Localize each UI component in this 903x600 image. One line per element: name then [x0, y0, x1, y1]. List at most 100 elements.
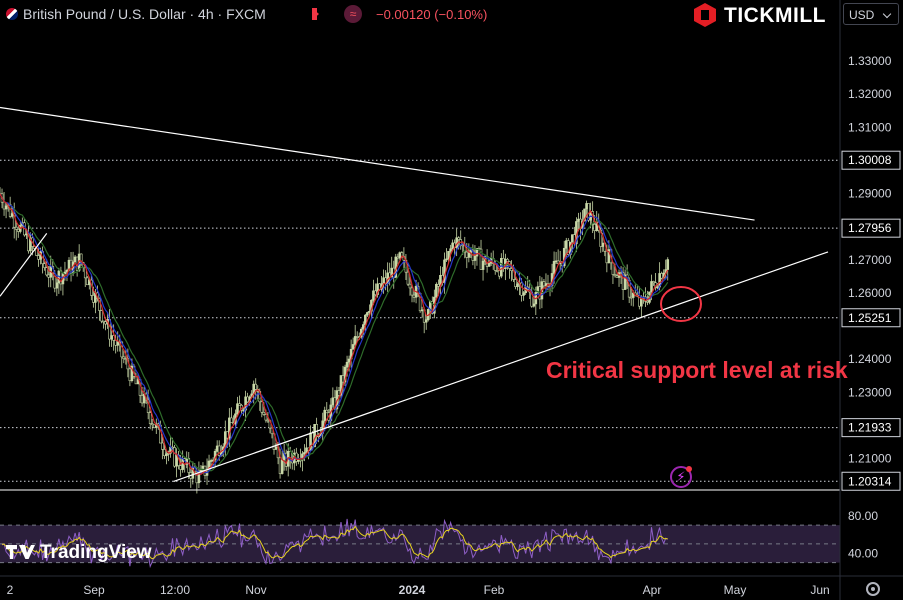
- candle-body: [274, 446, 278, 450]
- candle-body: [481, 260, 485, 270]
- candle-body: [351, 344, 355, 350]
- candle-body: [100, 310, 103, 322]
- candle-body: [656, 286, 659, 289]
- price-level-label: 1.27956: [848, 221, 892, 235]
- candle-body: [47, 274, 51, 278]
- rsi-tick-label: 40.00: [848, 546, 878, 560]
- candle-body: [510, 268, 513, 271]
- price-change: −0.00120 (−0.10%): [376, 7, 488, 22]
- change-indicator-icon: ≈: [344, 5, 362, 23]
- candle-body: [228, 417, 231, 439]
- rsi-line: [1, 518, 668, 569]
- candle-body: [246, 396, 249, 403]
- candle-body: [140, 395, 144, 404]
- candle-body: [382, 277, 385, 284]
- currency-select[interactable]: USD: [843, 3, 899, 25]
- candle-body: [305, 447, 308, 453]
- candle-body: [230, 417, 233, 423]
- price-level-label: 1.25251: [848, 311, 892, 325]
- candle-body: [323, 409, 327, 422]
- price-level-box: [841, 308, 901, 328]
- candle-body: [629, 296, 633, 299]
- candle-body: [396, 256, 400, 259]
- broker-logo-text: TICKMILL: [724, 4, 826, 27]
- trendline-resistance: [0, 106, 755, 221]
- candle-body: [148, 412, 152, 424]
- rsi-tick-label: 80.00: [848, 509, 878, 523]
- candle-body: [542, 281, 546, 287]
- price-level-box: [841, 418, 901, 438]
- tradingview-logo-text: TradingView: [40, 542, 152, 563]
- candle-body: [165, 453, 168, 457]
- price-level-box: [841, 471, 901, 491]
- candle-body: [660, 273, 663, 279]
- candle-body: [254, 383, 258, 390]
- settings-gear-icon[interactable]: [866, 582, 880, 596]
- symbol-title[interactable]: British Pound / U.S. Dollar · 4h · FXCM: [6, 6, 266, 22]
- candle-body: [353, 336, 357, 345]
- candle-body: [134, 376, 138, 385]
- candle-body: [161, 442, 164, 450]
- candle-body: [37, 255, 40, 260]
- symbol-title-text: British Pound / U.S. Dollar · 4h · FXCM: [23, 6, 266, 22]
- candle-body: [372, 290, 375, 301]
- candle-body: [264, 414, 268, 421]
- flag-icon[interactable]: [312, 8, 319, 20]
- candle-body: [260, 401, 264, 413]
- moving-average-slow: [0, 193, 669, 472]
- candle-body: [552, 261, 556, 274]
- candle-body: [215, 445, 219, 452]
- candle-body: [92, 295, 95, 303]
- x-tick-label: 12:00: [160, 583, 190, 597]
- candle-body: [467, 252, 471, 258]
- candle-body: [152, 424, 156, 428]
- y-tick-label: 1.23000: [848, 385, 892, 399]
- price-level-box: [841, 150, 901, 170]
- candle-body: [564, 240, 568, 249]
- candle-body: [475, 248, 479, 257]
- candle-body: [238, 403, 241, 406]
- candle-body: [325, 409, 329, 414]
- candle-body: [209, 460, 213, 462]
- candle-body: [599, 229, 603, 247]
- moving-average-mid: [0, 193, 669, 475]
- candle-body: [516, 283, 519, 287]
- candle-body: [341, 375, 345, 383]
- y-tick-label: 1.26000: [848, 286, 892, 300]
- candle-body: [420, 309, 424, 312]
- x-tick-label: Feb: [484, 583, 505, 597]
- candle-body: [623, 274, 627, 290]
- trendline-short: [0, 232, 48, 297]
- candle-body: [122, 356, 126, 359]
- x-tick-label: 2024: [399, 583, 426, 597]
- candle-body: [554, 260, 558, 263]
- candle-body: [362, 324, 365, 330]
- candle-body: [406, 271, 410, 285]
- candle-body: [577, 218, 580, 222]
- rsi-signal-line: [1, 525, 668, 560]
- candle-body: [345, 361, 349, 368]
- lightning-icon[interactable]: ⚡: [670, 466, 692, 488]
- support-circle: [660, 286, 702, 322]
- candle-body: [347, 358, 351, 363]
- candle-body: [280, 459, 284, 474]
- gbp-usd-flag-icon: [6, 8, 18, 20]
- candle-body: [449, 248, 452, 252]
- candle-body: [102, 320, 105, 323]
- candle-body: [303, 452, 306, 455]
- candle-body: [163, 449, 166, 457]
- candle-body: [104, 321, 107, 325]
- candle-body: [236, 403, 239, 415]
- notification-dot: [686, 466, 692, 472]
- candle-body: [457, 237, 460, 240]
- candle-body: [278, 457, 282, 474]
- tradingview-logo-icon: [6, 545, 36, 559]
- price-level-box: [841, 218, 901, 238]
- candle-body: [652, 281, 655, 284]
- candle-body: [447, 251, 450, 260]
- candle-body: [355, 336, 359, 338]
- candle-body: [583, 208, 586, 222]
- candle-body: [179, 465, 182, 470]
- candle-body: [217, 445, 221, 456]
